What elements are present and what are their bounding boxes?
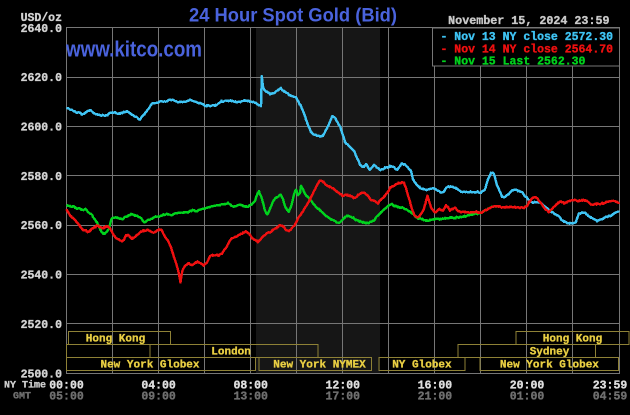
svg-text:New York NYMEX: New York NYMEX [273,360,366,372]
svg-text:GMT: GMT [13,392,31,403]
svg-text:2540.0: 2540.0 [21,270,63,283]
svg-text:New York Globex: New York Globex [500,360,599,372]
svg-text:USD/oz: USD/oz [21,12,63,25]
svg-text:Sydney: Sydney [530,347,570,359]
svg-text:23:59: 23:59 [593,380,628,393]
svg-text:2520.0: 2520.0 [21,319,63,332]
svg-text:00:00: 00:00 [49,380,84,393]
svg-text:November 15, 2024 23:59: November 15, 2024 23:59 [448,14,609,28]
svg-text:2560.0: 2560.0 [21,220,63,233]
svg-text:Hong Kong: Hong Kong [86,334,145,346]
svg-text:2620.0: 2620.0 [21,72,63,85]
svg-text:NY Globex: NY Globex [392,360,452,372]
svg-text:13:00: 13:00 [233,390,268,403]
svg-text:01:00: 01:00 [510,390,545,403]
svg-text:- Nov 13 NY close 2572.30: - Nov 13 NY close 2572.30 [441,31,614,44]
svg-text:04:00: 04:00 [141,380,176,393]
svg-text:16:00: 16:00 [418,380,453,393]
svg-text:2580.0: 2580.0 [21,171,63,184]
svg-text:2600.0: 2600.0 [21,122,63,135]
svg-text:20:00: 20:00 [510,380,545,393]
svg-text:Hong Kong: Hong Kong [543,334,602,346]
svg-text:2640.0: 2640.0 [21,23,63,36]
svg-text:London: London [211,347,251,359]
svg-text:05:00: 05:00 [49,390,84,403]
svg-text:NY Time: NY Time [4,380,46,392]
svg-text:www.kitco.com: www.kitco.com [65,37,202,62]
svg-text:04:59: 04:59 [593,390,628,403]
svg-text:- Nov 14 NY close 2564.70: - Nov 14 NY close 2564.70 [441,43,614,56]
svg-text:08:00: 08:00 [233,380,268,393]
svg-text:09:00: 09:00 [141,390,176,403]
svg-text:17:00: 17:00 [326,390,361,403]
svg-text:New York Globex: New York Globex [100,360,199,372]
svg-text:- Nov 15 Last 2562.30: - Nov 15 Last 2562.30 [441,56,586,69]
svg-text:21:00: 21:00 [418,390,453,403]
svg-text:12:00: 12:00 [326,380,361,393]
svg-text:24 Hour Spot Gold (Bid): 24 Hour Spot Gold (Bid) [189,6,397,27]
svg-text:2500.0: 2500.0 [21,368,63,381]
